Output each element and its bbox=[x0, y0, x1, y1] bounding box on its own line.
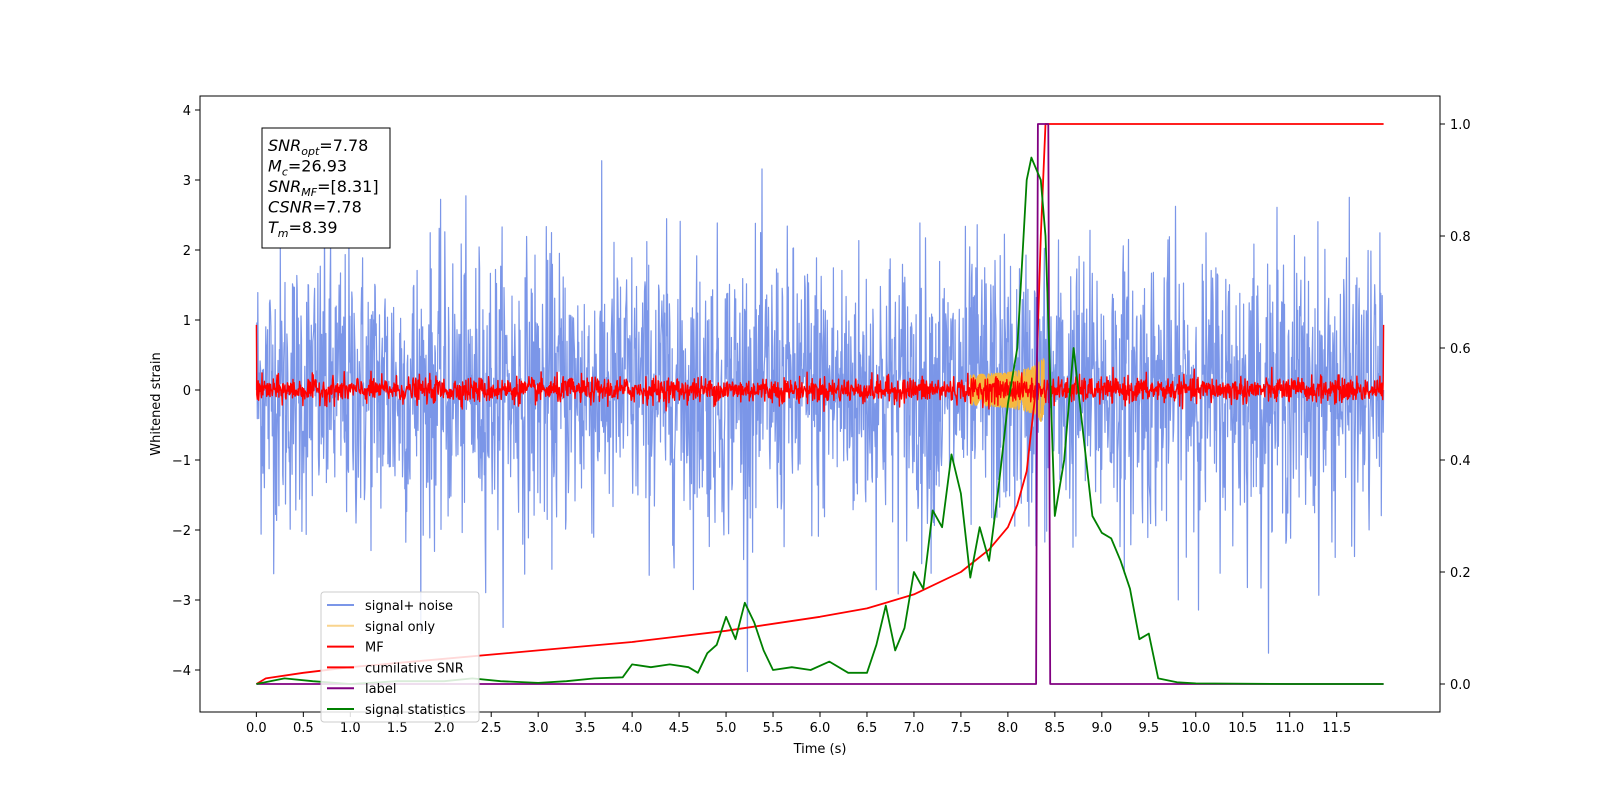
legend-entry: label bbox=[365, 682, 396, 697]
info-line: SNRMF=[8.31] bbox=[268, 177, 379, 199]
info-line: Tm=8.39 bbox=[268, 218, 338, 240]
x-tick-label: 2.5 bbox=[481, 721, 502, 736]
legend-frame bbox=[320, 591, 480, 723]
legend: signal+ noise signal only MF cumilative SNR… bbox=[320, 591, 480, 723]
x-tick-label: 1.5 bbox=[387, 721, 408, 736]
legend-entry: cumilative SNR bbox=[365, 661, 464, 676]
x-axis: 0.0 0.5 1.0 1.5 2.0 2.5 3.0 3.5 4.0 4.5 5.0 5.5 6.0 6… bbox=[246, 712, 1351, 736]
y-axis-right: 1.0 0.8 0.6 0.4 0.2 0.0 bbox=[1440, 118, 1471, 693]
x-tick-label: 1.0 bbox=[340, 721, 361, 736]
x-tick-label: 11.5 bbox=[1322, 721, 1351, 736]
legend-entry: MF bbox=[365, 641, 384, 656]
y-tick-label: 4 bbox=[183, 104, 191, 119]
y-axis-label: Whitened strain bbox=[149, 352, 164, 455]
y-tick-label: 0 bbox=[183, 384, 191, 399]
y-tick-label: 2 bbox=[183, 244, 191, 259]
x-tick-label: 0.5 bbox=[293, 721, 314, 736]
y-tick-label: 1 bbox=[183, 314, 191, 329]
x-tick-label: 7.5 bbox=[951, 721, 972, 736]
y-axis-left: 4 3 2 1 0 −1 −2 −3 −4 bbox=[172, 104, 200, 679]
x-tick-label: 7.0 bbox=[904, 721, 925, 736]
x-tick-label: 4.5 bbox=[669, 721, 690, 736]
x-tick-label: 9.5 bbox=[1138, 721, 1159, 736]
x-tick-label: 5.5 bbox=[763, 721, 784, 736]
y-right-tick-label: 0.2 bbox=[1450, 566, 1471, 581]
info-box: SNRopt=7.78Mc=26.93SNRMF=[8.31]CSNR=7.78… bbox=[261, 127, 391, 249]
legend-entry: signal statistics bbox=[365, 703, 466, 718]
info-line: Mc=26.93 bbox=[268, 157, 347, 179]
info-line: CSNR=7.78 bbox=[268, 198, 362, 217]
x-tick-label: 11.0 bbox=[1275, 721, 1304, 736]
x-tick-label: 3.0 bbox=[528, 721, 549, 736]
legend-entry: signal+ noise bbox=[365, 599, 453, 614]
x-tick-label: 6.0 bbox=[810, 721, 831, 736]
y-tick-label: 3 bbox=[183, 174, 191, 189]
y-right-tick-label: 0.0 bbox=[1450, 678, 1471, 693]
x-tick-label: 3.5 bbox=[575, 721, 596, 736]
y-tick-label: −1 bbox=[172, 454, 191, 469]
y-right-tick-label: 0.8 bbox=[1450, 230, 1471, 245]
y-tick-label: −4 bbox=[172, 664, 191, 679]
x-tick-label: 0.0 bbox=[246, 721, 267, 736]
y-tick-label: −2 bbox=[172, 524, 191, 539]
y-right-tick-label: 1.0 bbox=[1450, 118, 1471, 133]
x-tick-label: 8.0 bbox=[998, 721, 1019, 736]
info-box-frame bbox=[261, 127, 391, 249]
x-axis-label: Time (s) bbox=[793, 742, 847, 757]
x-tick-label: 2.0 bbox=[434, 721, 455, 736]
x-tick-label: 5.0 bbox=[716, 721, 737, 736]
y-right-tick-label: 0.4 bbox=[1450, 454, 1471, 469]
x-tick-label: 10.0 bbox=[1181, 721, 1210, 736]
info-line: SNRopt=7.78 bbox=[268, 136, 368, 158]
y-right-tick-label: 0.6 bbox=[1450, 342, 1471, 357]
x-tick-label: 10.5 bbox=[1228, 721, 1257, 736]
x-tick-label: 8.5 bbox=[1045, 721, 1066, 736]
x-tick-label: 4.0 bbox=[622, 721, 643, 736]
x-tick-label: 9.0 bbox=[1091, 721, 1112, 736]
series-mf bbox=[255, 324, 1385, 412]
x-tick-label: 6.5 bbox=[857, 721, 878, 736]
y-tick-label: −3 bbox=[172, 594, 191, 609]
series-signal-statistics bbox=[256, 156, 1384, 685]
series-label bbox=[256, 123, 1384, 685]
legend-entry: signal only bbox=[365, 620, 435, 635]
